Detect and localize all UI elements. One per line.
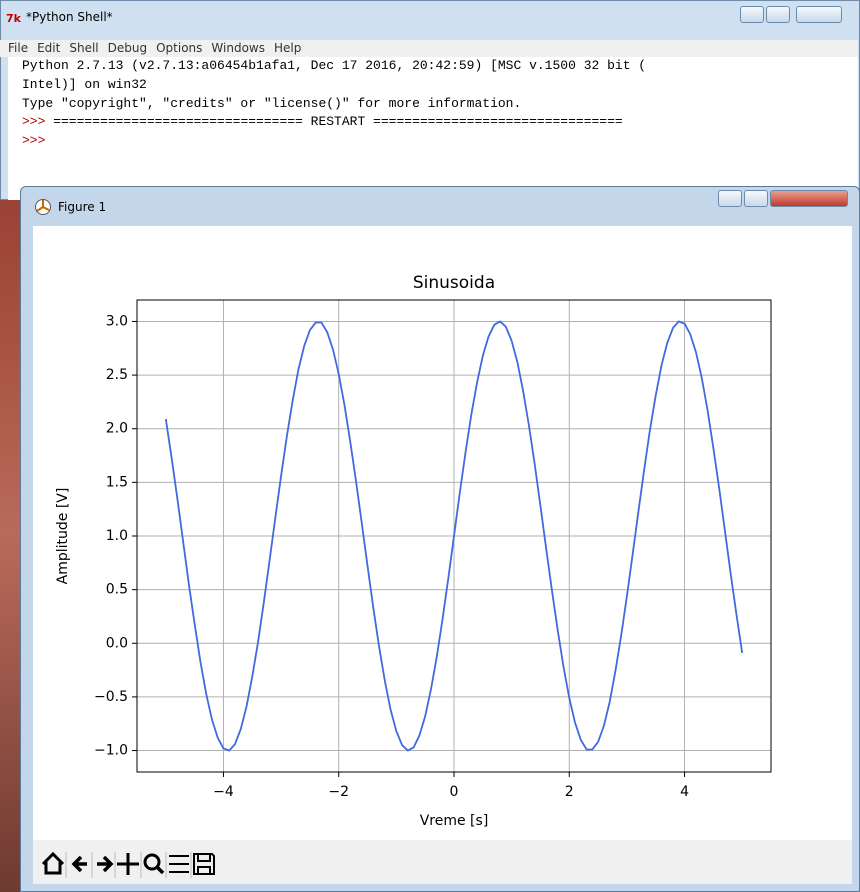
shell-line: >>> [8, 132, 858, 151]
shell-line: Type "copyright", "credits" or "license(… [8, 95, 858, 114]
y-tick-label: 1.0 [106, 528, 128, 544]
prompt: >>> [22, 133, 46, 149]
save-button[interactable] [193, 853, 215, 875]
line-text: ================================ RESTART… [45, 114, 623, 130]
line-text: Python 2.7.13 (v2.7.13:a06454b1afa1, Dec… [22, 58, 647, 73]
figure-title: Figure 1 [58, 200, 107, 214]
menu-item[interactable]: Help [273, 41, 302, 55]
shell-icon: 7k [6, 12, 22, 25]
back-button[interactable] [71, 855, 87, 873]
maximize-button[interactable] [744, 190, 768, 207]
shell-line: Intel)] on win32 [8, 76, 858, 95]
pan-button[interactable] [117, 853, 139, 875]
zoom-button[interactable] [143, 853, 161, 871]
menu-item[interactable]: Shell [69, 41, 99, 55]
menu-item[interactable]: Debug [107, 41, 148, 55]
figure-icon [35, 199, 51, 215]
toolbar-icons [41, 851, 215, 878]
y-tick-label: −1.0 [94, 743, 128, 759]
minimize-button[interactable] [718, 190, 742, 207]
y-tick-label: 3.0 [106, 313, 128, 329]
x-tick-label: −4 [213, 784, 234, 800]
forward-button[interactable] [97, 855, 114, 873]
y-tick-label: 1.5 [106, 474, 128, 490]
x-tick-label: 4 [680, 784, 689, 800]
close-button[interactable] [796, 6, 842, 23]
x-tick-label: 0 [450, 784, 459, 800]
shell-output: Python 2.7.13 (v2.7.13:a06454b1afa1, Dec… [8, 57, 858, 200]
y-tick-label: 2.5 [106, 367, 128, 383]
line-text: Intel)] on win32 [22, 76, 147, 92]
menu-item[interactable]: Options [156, 41, 203, 55]
close-button[interactable] [770, 190, 848, 207]
shell-line: Python 2.7.13 (v2.7.13:a06454b1afa1, Dec… [8, 57, 858, 76]
y-tick-label: 0.5 [106, 582, 128, 598]
y-tick-label: 0.0 [106, 635, 128, 651]
menu-item[interactable]: File [8, 41, 29, 55]
y-tick-label: −0.5 [94, 689, 128, 705]
shell-title: *Python Shell* [26, 10, 113, 24]
x-tick-label: 2 [565, 784, 574, 800]
menu-item[interactable]: Windows [211, 41, 265, 55]
svg-text:7k: 7k [6, 12, 22, 25]
minimize-button[interactable] [740, 6, 764, 23]
maximize-button[interactable] [766, 6, 790, 23]
menu-item[interactable]: Edit [37, 41, 61, 55]
line-text: Type "copyright", "credits" or "license(… [22, 95, 522, 111]
configure-button[interactable] [169, 855, 189, 873]
y-tick-label: 2.0 [106, 421, 128, 437]
home-button[interactable] [41, 851, 65, 875]
plot-frame [136, 299, 772, 773]
prompt: >>> [22, 114, 46, 130]
shell-line: >>> ================================ RES… [8, 113, 858, 132]
menu-bar: File Edit Shell Debug Options Windows Help [0, 40, 858, 57]
chart-title: Sinusoida [413, 273, 495, 293]
x-tick-label: −2 [328, 784, 349, 800]
x-axis-label: Vreme [s] [420, 813, 489, 829]
y-axis-label: Amplitude [V] [55, 488, 71, 585]
data-line [164, 320, 744, 752]
toolbar [33, 840, 852, 884]
figure-canvas [33, 226, 852, 840]
